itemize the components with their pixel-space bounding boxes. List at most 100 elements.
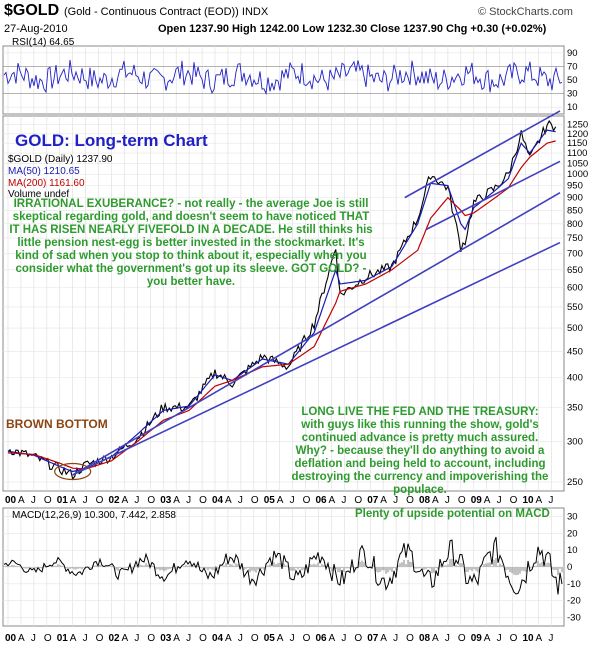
price-y-tick-label: 450	[567, 346, 583, 357]
x-tick-label: A	[277, 495, 284, 506]
x-tick-label-macd: 07	[367, 633, 379, 644]
price-y-tick-label: 1150	[567, 138, 587, 149]
price-y-tick-label: 700	[567, 248, 583, 259]
x-tick-label-macd: J	[238, 633, 243, 644]
x-tick-label: O	[251, 495, 259, 506]
x-tick-label: J	[497, 495, 502, 506]
x-tick-label-macd: O	[44, 633, 52, 644]
rsi-y-tick-label: 30	[567, 89, 578, 100]
x-tick-label-macd: A	[484, 633, 491, 644]
rsi-y-tick-label: 50	[567, 75, 578, 86]
x-tick-label: O	[354, 495, 362, 506]
annotation-brown-bottom: BROWN BOTTOM	[6, 417, 108, 431]
x-tick-label-macd: 10	[523, 633, 535, 644]
x-tick-label: 04	[212, 495, 224, 506]
x-tick-label-macd: A	[173, 633, 180, 644]
x-tick-label-macd: 05	[264, 633, 276, 644]
price-y-tick-label: 400	[567, 373, 583, 384]
x-tick-label: 02	[109, 495, 121, 506]
price-y-tick-label: 1100	[567, 148, 587, 159]
x-tick-label: O	[44, 495, 52, 506]
x-tick-label: J	[341, 495, 346, 506]
trendline-1	[72, 241, 561, 476]
x-tick-label: J	[238, 495, 243, 506]
rsi-y-tick-label: 70	[567, 61, 578, 72]
x-tick-label-macd: 04	[212, 633, 224, 644]
x-tick-label-macd: O	[96, 633, 104, 644]
x-tick-label-macd: J	[445, 633, 450, 644]
x-tick-label-macd: J	[341, 633, 346, 644]
x-tick-label: O	[458, 495, 466, 506]
rsi-label: RSI(14) 64.65	[12, 37, 75, 48]
x-tick-label-macd: J	[548, 633, 553, 644]
x-tick-label-macd: 08	[419, 633, 431, 644]
x-tick-label: J	[445, 495, 450, 506]
x-tick-label-macd: O	[406, 633, 414, 644]
x-tick-label-macd: J	[290, 633, 295, 644]
price-y-tick-label: 350	[567, 402, 583, 413]
macd-y-tick-label: -30	[567, 613, 581, 624]
price-y-tick-label: 800	[567, 219, 583, 230]
macd-y-tick-label: 30	[567, 511, 578, 522]
x-tick-label-macd: O	[510, 633, 518, 644]
x-tick-label-macd: O	[458, 633, 466, 644]
x-tick-label-macd: A	[225, 633, 232, 644]
x-tick-label-macd: A	[70, 633, 77, 644]
x-tick-label: A	[70, 495, 77, 506]
macd-y-tick-label: 0	[567, 562, 572, 573]
x-tick-label: O	[96, 495, 104, 506]
legend-ma200: MA(200) 1161.60	[8, 178, 85, 189]
x-tick-label-macd: J	[393, 633, 398, 644]
macd-y-tick-label: -10	[567, 579, 581, 590]
price-y-tick-label: 600	[567, 283, 583, 294]
price-y-tick-label: 550	[567, 302, 583, 313]
macd-y-tick-label: 10	[567, 545, 578, 556]
macd-y-tick-label: 20	[567, 528, 578, 539]
x-tick-label: J	[393, 495, 398, 506]
x-tick-label-macd: A	[277, 633, 284, 644]
rsi-line	[3, 59, 563, 96]
x-tick-label: J	[134, 495, 139, 506]
price-y-tick-label: 250	[567, 477, 583, 488]
site-credit: © StockCharts.com	[478, 6, 573, 18]
annotation-fed: LONG LIVE THE FED AND THE TREASURY: with…	[291, 406, 549, 496]
x-tick-label: J	[83, 495, 88, 506]
x-tick-label: O	[199, 495, 207, 506]
price-y-tick-label: 650	[567, 265, 583, 276]
x-tick-label-macd: J	[31, 633, 36, 644]
x-tick-label-macd: O	[199, 633, 207, 644]
symbol-name: (Gold - Continuous Contract (EOD)) INDX	[64, 6, 269, 18]
x-tick-label-macd: J	[134, 633, 139, 644]
x-tick-label-macd: J	[83, 633, 88, 644]
x-tick-label: 10	[523, 495, 535, 506]
x-tick-label: A	[535, 495, 542, 506]
x-tick-label-macd: A	[18, 633, 25, 644]
x-tick-label-macd: O	[303, 633, 311, 644]
x-tick-label-macd: J	[497, 633, 502, 644]
price-y-tick-label: 950	[567, 181, 583, 192]
x-tick-label: 08	[419, 495, 431, 506]
rsi-y-tick-label: 10	[567, 102, 578, 113]
brown-bottom-marker	[54, 462, 92, 481]
x-tick-label-macd: A	[121, 633, 128, 644]
x-tick-label: 03	[160, 495, 172, 506]
x-tick-label: O	[406, 495, 414, 506]
series-ma200	[7, 140, 556, 470]
x-tick-label-macd: 00	[5, 633, 17, 644]
x-tick-label: 01	[57, 495, 69, 506]
x-tick-label: 07	[367, 495, 379, 506]
trendline-2	[72, 192, 561, 476]
x-tick-label: A	[380, 495, 387, 506]
date: 27-Aug-2010	[4, 23, 68, 35]
price-panel	[2, 115, 565, 492]
x-tick-label: A	[173, 495, 180, 506]
legend-price: $GOLD (Daily) 1237.90	[8, 154, 113, 165]
price-y-tick-label: 1050	[567, 158, 588, 169]
price-y-tick-label: 850	[567, 205, 583, 216]
price-y-tick-label: 750	[567, 233, 583, 244]
trendline-3	[404, 110, 561, 199]
x-tick-label-macd: A	[535, 633, 542, 644]
legend-volume: Volume undef	[8, 189, 70, 200]
price-y-tick-label: 500	[567, 323, 583, 334]
